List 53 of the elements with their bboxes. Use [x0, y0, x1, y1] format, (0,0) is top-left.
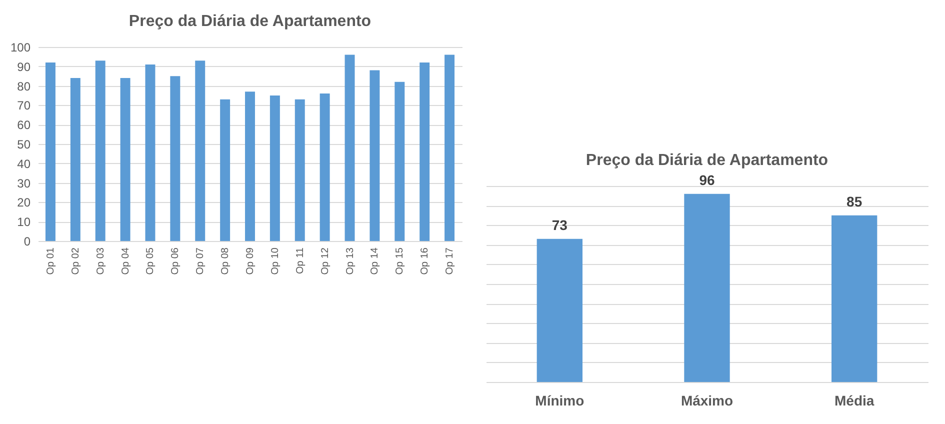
y-tick-label: 30 — [17, 176, 31, 190]
x-tick-label: Op 07 — [195, 247, 206, 275]
bar — [420, 62, 430, 241]
data-label: 85 — [846, 193, 862, 210]
data-label: 73 — [552, 216, 568, 233]
chart-title: Preço da Diária de Apartamento — [586, 152, 828, 169]
x-tick-label: Op 08 — [220, 247, 232, 275]
y-tick-label: 40 — [17, 156, 31, 171]
bar — [45, 62, 56, 241]
bar — [195, 60, 206, 241]
x-tick-label: Op 13 — [344, 247, 356, 275]
bar — [270, 96, 280, 241]
bar — [344, 54, 355, 241]
y-tick-label: 60 — [17, 118, 31, 132]
x-tick-label: Mínimo — [535, 392, 584, 408]
bar — [170, 76, 180, 241]
bar — [145, 64, 156, 241]
x-tick-label: Op 09 — [245, 247, 256, 275]
x-tick-label: Op 02 — [70, 247, 82, 275]
y-tick-label: 100 — [10, 40, 31, 54]
x-tick-label: Op 01 — [45, 247, 56, 275]
bar — [294, 99, 305, 241]
x-tick-label: Op 11 — [294, 247, 306, 274]
y-tick-label: 80 — [17, 79, 31, 94]
y-tick-label: 10 — [17, 215, 31, 230]
bar — [70, 78, 80, 241]
x-tick-label: Op 16 — [420, 247, 431, 275]
bar — [394, 82, 405, 241]
x-tick-label: Op 17 — [444, 247, 456, 275]
x-tick-label: Máximo — [680, 392, 734, 408]
x-tick-label: Op 05 — [145, 247, 156, 275]
bar — [370, 70, 380, 241]
y-tick-label: 70 — [17, 98, 31, 113]
y-tick-label: 50 — [17, 138, 31, 152]
bar — [245, 92, 255, 241]
chart-title: Preço da Diária de Apartamento — [128, 13, 372, 30]
x-tick-label: Média — [834, 392, 874, 408]
data-label: 96 — [699, 172, 715, 188]
x-tick-label: Op 12 — [320, 247, 331, 275]
bar — [95, 60, 106, 241]
x-tick-label: Op 04 — [120, 247, 132, 275]
x-tick-label: Op 15 — [394, 247, 406, 275]
bar — [120, 78, 130, 241]
bar — [220, 99, 230, 241]
x-tick-label: Op 10 — [270, 247, 281, 275]
x-tick-label: Op 14 — [370, 247, 381, 275]
y-tick-label: 20 — [17, 196, 31, 210]
bar — [320, 94, 330, 241]
bar — [444, 54, 455, 241]
y-tick-label: 90 — [17, 60, 31, 74]
x-tick-label: Op 03 — [95, 247, 106, 275]
x-tick-label: Op 06 — [170, 247, 182, 275]
y-tick-label: 0 — [24, 234, 31, 248]
